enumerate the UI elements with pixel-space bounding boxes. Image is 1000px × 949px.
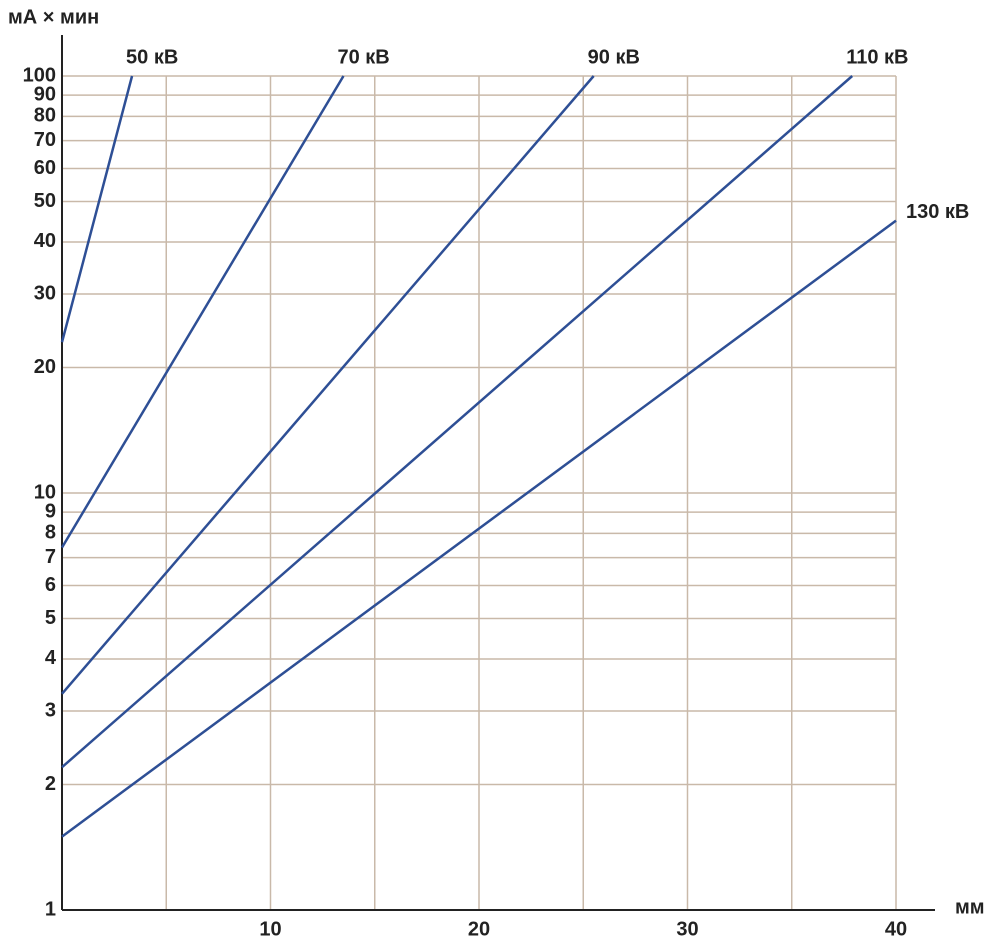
y-tick-label: 90 bbox=[34, 83, 56, 105]
line bbox=[60, 75, 345, 549]
y-tick-label: 20 bbox=[34, 356, 56, 378]
y-tick-label: 1 bbox=[45, 898, 56, 920]
x-axis-label: мм bbox=[955, 896, 985, 918]
y-tick-label: 7 bbox=[45, 546, 56, 568]
y-tick-label: 100 bbox=[23, 64, 56, 86]
y-tick-label: 50 bbox=[34, 190, 56, 212]
series-label: 110 кВ bbox=[846, 46, 908, 68]
y-tick-label: 6 bbox=[45, 574, 56, 596]
y-axis-label: мА × мин bbox=[8, 6, 99, 28]
y-tick-label: 4 bbox=[45, 647, 57, 669]
y-tick-label: 30 bbox=[34, 282, 56, 304]
y-tick-label: 60 bbox=[34, 157, 56, 179]
line bbox=[61, 219, 897, 838]
series-label: 50 кВ bbox=[126, 46, 178, 68]
series-label: 90 кВ bbox=[588, 46, 640, 68]
y-tick-label: 70 bbox=[34, 129, 56, 151]
x-tick-label: 10 bbox=[259, 918, 281, 940]
line bbox=[61, 75, 854, 769]
y-tick-label: 3 bbox=[45, 699, 56, 721]
y-tick-label: 40 bbox=[34, 230, 56, 252]
y-tick-label: 80 bbox=[34, 105, 56, 127]
y-tick-label: 5 bbox=[45, 607, 56, 629]
y-tick-label: 9 bbox=[45, 500, 56, 522]
y-tick-label: 8 bbox=[45, 522, 56, 544]
line bbox=[61, 75, 595, 695]
x-tick-label: 40 bbox=[885, 918, 907, 940]
series-label: 70 кВ bbox=[337, 46, 389, 68]
x-tick-label: 30 bbox=[676, 918, 698, 940]
x-tick-label: 20 bbox=[468, 918, 490, 940]
y-tick-label: 10 bbox=[34, 481, 56, 503]
line bbox=[60, 75, 134, 343]
y-tick-label: 2 bbox=[45, 773, 56, 795]
series-label: 130 кВ bbox=[906, 201, 969, 223]
